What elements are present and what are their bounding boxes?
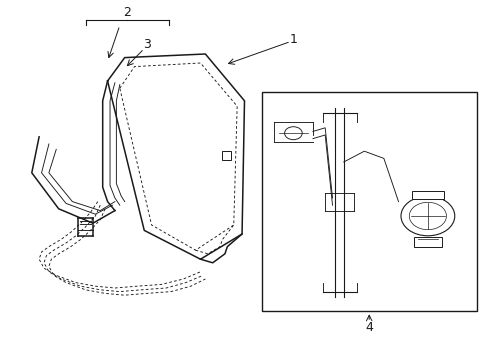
Text: 2: 2 [123,6,131,19]
Text: 6: 6 [296,262,304,275]
Text: 1: 1 [289,33,297,46]
Bar [222,151,231,160]
Text: 4: 4 [365,321,372,334]
Text: 3: 3 [142,39,150,51]
Bar [411,191,443,199]
Text: 5: 5 [452,152,460,165]
Bar [261,92,476,311]
Bar [413,237,441,247]
